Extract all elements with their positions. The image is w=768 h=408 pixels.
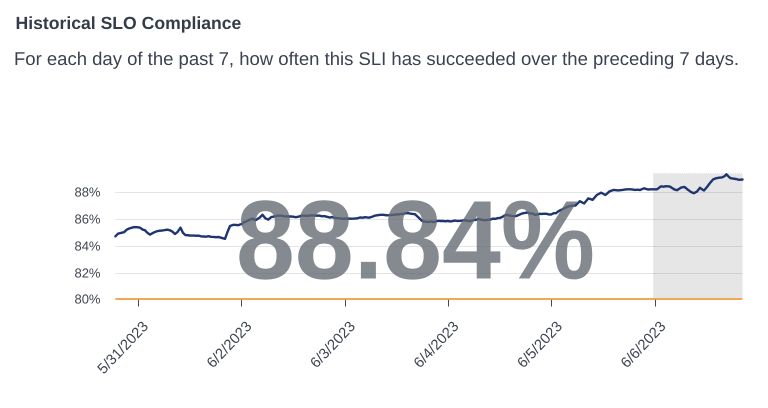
svg-text:6/6/2023: 6/6/2023 [618,319,669,372]
svg-text:80%: 80% [74,292,100,307]
svg-text:6/3/2023: 6/3/2023 [308,319,359,372]
svg-text:88%: 88% [74,185,100,200]
svg-text:6/2/2023: 6/2/2023 [204,319,255,372]
svg-text:84%: 84% [74,239,100,254]
svg-text:86%: 86% [74,212,100,227]
svg-text:6/5/2023: 6/5/2023 [515,319,566,372]
svg-text:6/4/2023: 6/4/2023 [411,319,462,372]
svg-text:82%: 82% [74,266,100,281]
svg-text:88.84%: 88.84% [236,177,595,302]
svg-text:5/31/2023: 5/31/2023 [95,319,152,378]
